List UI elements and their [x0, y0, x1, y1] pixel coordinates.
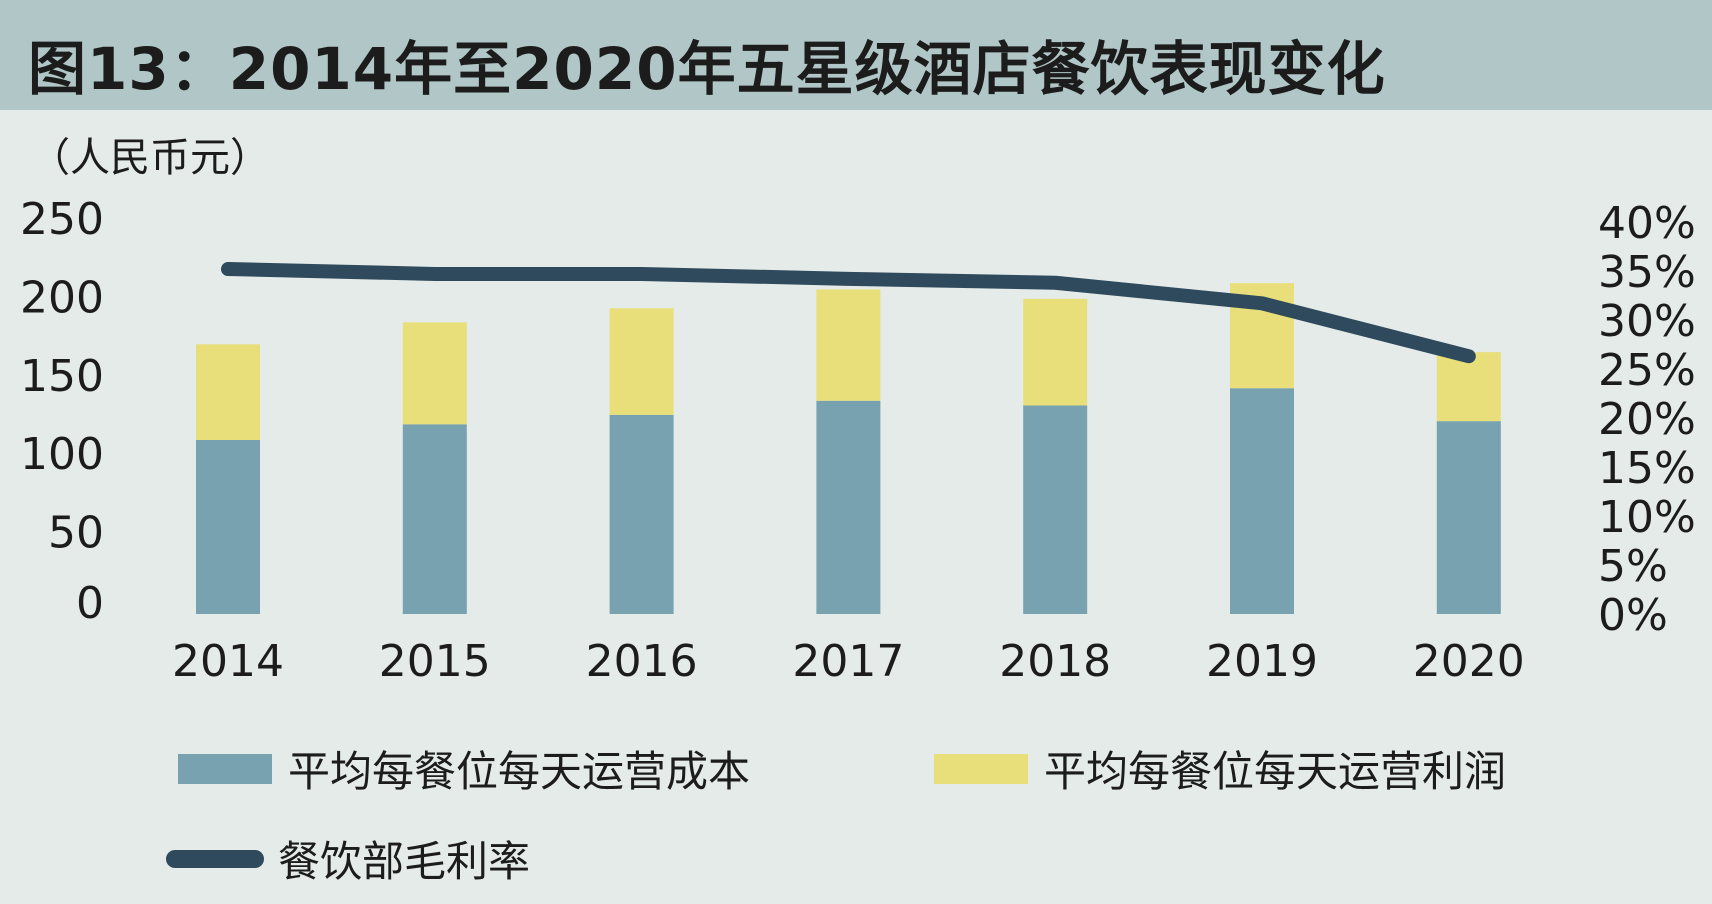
bar-profit-2014	[196, 344, 260, 440]
legend-cost-label: 平均每餐位每天运营成本	[288, 747, 751, 796]
x-tick-2019: 2019	[1206, 636, 1318, 687]
x-tick-2018: 2018	[999, 636, 1111, 687]
y-left-tick-0: 0	[76, 578, 104, 629]
y-right-tick-5: 5%	[1598, 541, 1668, 592]
bar-cost-2020	[1436, 421, 1501, 614]
bar-cost-2014	[196, 439, 260, 614]
legend-cost: 平均每餐位每天运营成本	[178, 738, 750, 799]
margin-point-2016	[641, 273, 643, 275]
y-right-tick-40: 40%	[1598, 198, 1696, 249]
title-bar: 图13：2014年至2020年五星级酒店餐饮表现变化	[0, 0, 1712, 110]
bar-profit-2017	[816, 289, 881, 401]
y-right-tick-15: 15%	[1598, 443, 1696, 494]
margin-point-2017	[847, 278, 849, 280]
y-right-tick-35: 35%	[1598, 247, 1696, 298]
bar-cost-2018	[1023, 405, 1088, 614]
bar-profit-2015	[402, 322, 467, 425]
y-right-tick-10: 10%	[1598, 492, 1696, 543]
x-tick-2014: 2014	[172, 636, 284, 687]
margin-point-2020	[1468, 355, 1470, 357]
margin-line-group	[221, 262, 1476, 364]
chart-title: 图13：2014年至2020年五星级酒店餐饮表现变化	[28, 35, 1386, 103]
y-right-tick-25: 25%	[1598, 345, 1696, 396]
margin-point-2014	[227, 268, 229, 270]
margin-point-2019	[1261, 302, 1263, 304]
legend-margin-label: 餐饮部毛利率	[278, 837, 531, 886]
x-tick-2016: 2016	[586, 636, 698, 687]
y-left-tick-250: 250	[20, 194, 104, 245]
legend-margin-line	[166, 849, 264, 868]
x-tick-2017: 2017	[792, 636, 904, 687]
y-left-tick-50: 50	[48, 508, 104, 559]
y-right-tick-0: 0%	[1598, 590, 1668, 641]
margin-point-2018	[1054, 282, 1056, 284]
y-right-tick-30: 30%	[1598, 296, 1696, 347]
bars-group	[196, 283, 1501, 614]
legend-profit-swatch	[934, 753, 1028, 784]
bar-profit-2020	[1436, 352, 1501, 422]
bar-profit-2016	[609, 308, 674, 415]
y-axis-right: 0%5%10%15%20%25%30%35%40%	[1598, 198, 1696, 641]
bar-cost-2016	[609, 414, 674, 614]
bar-cost-2015	[402, 424, 467, 614]
legend-profit: 平均每餐位每天运营利润	[934, 738, 1506, 799]
x-tick-2020: 2020	[1413, 636, 1525, 687]
y-left-tick-150: 150	[20, 351, 104, 402]
y-left-tick-100: 100	[20, 429, 104, 480]
legend-cost-swatch	[178, 753, 272, 784]
x-tick-2015: 2015	[379, 636, 491, 687]
unit-label: （人民币元）	[30, 135, 270, 181]
y-left-tick-200: 200	[20, 272, 104, 323]
bar-profit-2018	[1023, 298, 1088, 406]
y-right-tick-20: 20%	[1598, 394, 1696, 445]
bar-cost-2017	[816, 400, 881, 614]
y-axis-left: 0 50 100 150 200 250	[20, 194, 104, 629]
legend-profit-label: 平均每餐位每天运营利润	[1044, 747, 1507, 796]
x-axis: 2014 2015 2016 2017 2018 2019 2020	[172, 636, 1525, 687]
legend-margin: 餐饮部毛利率	[166, 828, 530, 889]
bar-cost-2019	[1230, 388, 1294, 614]
margin-point-2015	[434, 273, 436, 275]
